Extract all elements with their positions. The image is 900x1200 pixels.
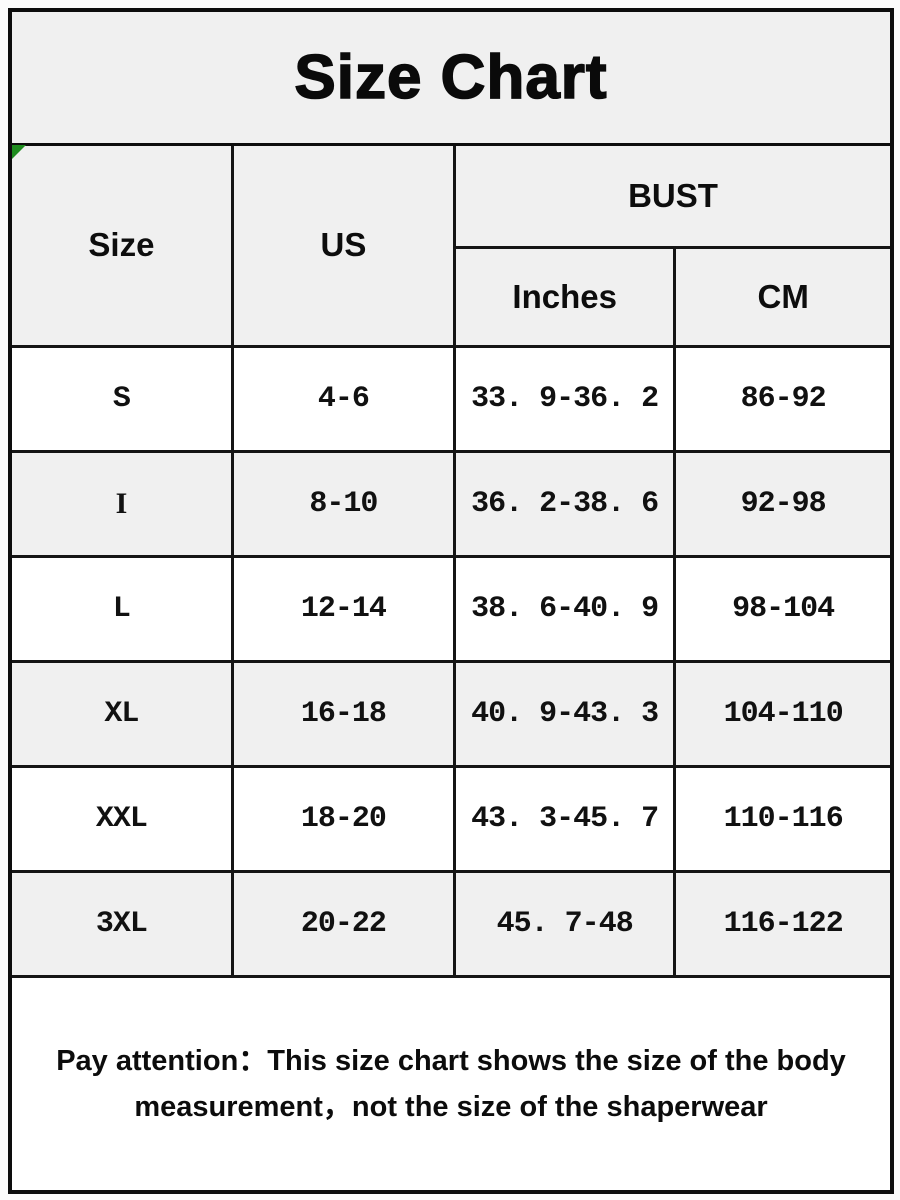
note-line-2: measurement，not the size of the shaperwe…: [134, 1090, 768, 1123]
cell-size: S: [12, 344, 234, 453]
cell-bust-inches: 43. 3-45. 7: [452, 764, 677, 873]
cell-us: 16-18: [230, 659, 457, 768]
attention-note: Pay attention：This size chart shows the …: [12, 977, 890, 1190]
column-header-cm: CM: [673, 245, 890, 348]
cell-bust-cm: 110-116: [673, 764, 890, 873]
table-row-xl: XL 16-18 40. 9-43. 3 104-110: [12, 659, 890, 768]
cell-bust-cm: 116-122: [673, 869, 890, 978]
cell-bust-cm: 98-104: [673, 554, 890, 663]
table-row-3xl: 3XL 20-22 45. 7-48 116-122: [12, 869, 890, 978]
cell-size: I: [12, 449, 234, 558]
table-row-l: L 12-14 38. 6-40. 9 98-104: [12, 554, 890, 663]
table-row-m: I 8-10 36. 2-38. 6 92-98: [12, 449, 890, 558]
cell-bust-inches: 40. 9-43. 3: [452, 659, 677, 768]
table-row-s: S 4-6 33. 9-36. 2 86-92: [12, 344, 890, 453]
size-chart-sheet: Size Chart Size US BUST Inches CM S 4-6 …: [8, 8, 894, 1194]
cell-bust-inches: 45. 7-48: [452, 869, 677, 978]
title-box: Size Chart: [12, 12, 890, 159]
cell-bust-inches: 36. 2-38. 6: [452, 449, 677, 558]
size-table-header: Size US BUST Inches CM: [12, 146, 890, 348]
cell-bust-cm: 86-92: [673, 344, 890, 453]
note-line-1: Pay attention：This size chart shows the …: [56, 1044, 846, 1077]
cell-bust-cm: 104-110: [673, 659, 890, 768]
cell-us: 4-6: [230, 344, 457, 453]
cell-us: 8-10: [230, 449, 457, 558]
cell-bust-inches: 38. 6-40. 9: [452, 554, 677, 663]
cell-us: 18-20: [230, 764, 457, 873]
cell-size: XXL: [12, 764, 234, 873]
column-header-us: US: [230, 146, 457, 348]
green-triangle-icon: [12, 145, 26, 159]
cell-us: 20-22: [230, 869, 457, 978]
cell-bust-cm: 92-98: [673, 449, 890, 558]
column-header-inches: Inches: [454, 245, 677, 348]
table-row-xxl: XXL 18-20 43. 3-45. 7 110-116: [12, 764, 890, 873]
column-header-bust: BUST: [453, 146, 890, 249]
cell-us: 12-14: [230, 554, 457, 663]
page-title: Size Chart: [294, 42, 608, 113]
size-table-body: S 4-6 33. 9-36. 2 86-92 I 8-10 36. 2-38.…: [12, 344, 890, 978]
size-table: Size US BUST Inches CM S 4-6 33. 9-36. 2…: [12, 146, 890, 978]
cell-bust-inches: 33. 9-36. 2: [452, 344, 677, 453]
cell-size: L: [12, 554, 234, 663]
cell-size: XL: [12, 659, 234, 768]
cell-size: 3XL: [12, 869, 234, 978]
column-header-size: Size: [12, 146, 234, 348]
